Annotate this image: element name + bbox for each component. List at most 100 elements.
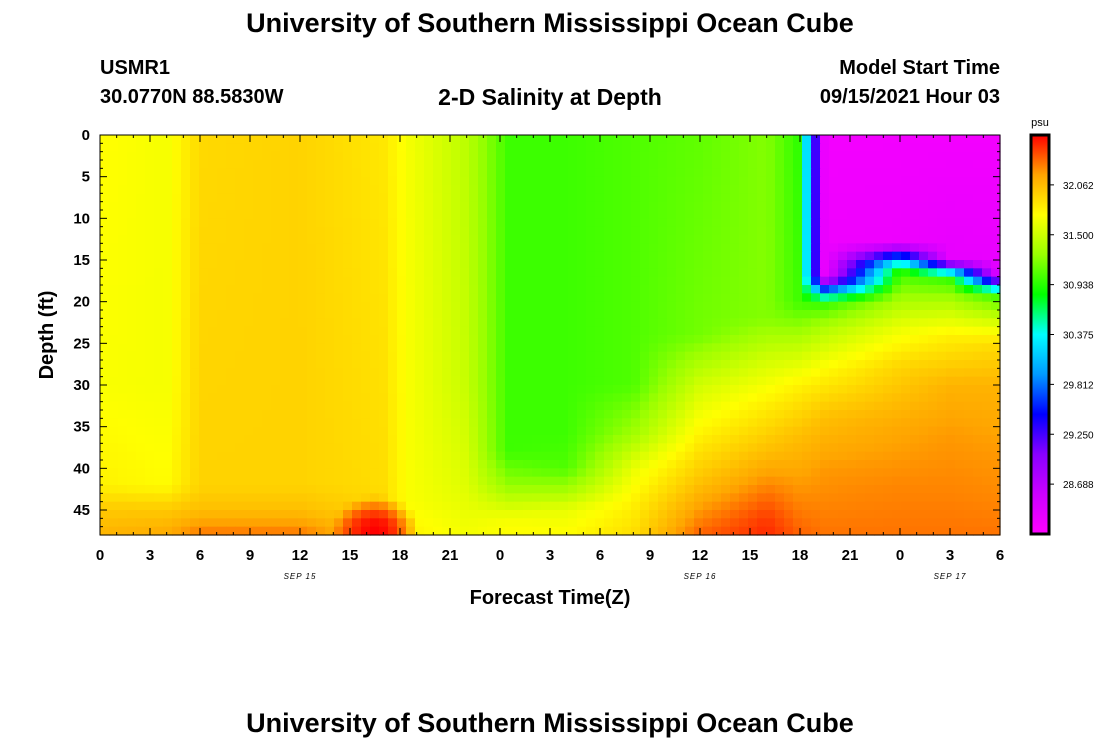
heatmap-cell <box>316 310 326 319</box>
heatmap-cell <box>901 168 911 178</box>
heatmap-cell <box>595 501 605 511</box>
heatmap-cell <box>487 493 497 503</box>
heatmap-cell <box>586 435 596 444</box>
heatmap-cell <box>604 201 614 211</box>
heatmap-cell <box>559 476 569 486</box>
heatmap-cell <box>883 235 893 244</box>
heatmap-cell <box>523 426 533 436</box>
heatmap-cell <box>127 393 137 403</box>
heatmap-cell <box>955 193 965 203</box>
heatmap-cell <box>127 251 137 261</box>
heatmap-cell <box>910 318 920 328</box>
heatmap-cell <box>928 460 938 469</box>
heatmap-cell <box>514 485 524 494</box>
heatmap-cell <box>712 301 722 311</box>
heatmap-cell <box>622 501 632 511</box>
heatmap-cell <box>928 401 938 411</box>
heatmap-cell <box>964 335 974 344</box>
heatmap-cell <box>730 501 740 511</box>
heatmap-cell <box>172 368 182 378</box>
heatmap-cell <box>649 510 659 519</box>
heatmap-cell <box>595 193 605 203</box>
heatmap-cell <box>856 176 866 186</box>
heatmap-cell <box>352 218 362 228</box>
heatmap-cell <box>694 135 704 144</box>
heatmap-cell <box>964 435 974 444</box>
heatmap-cell <box>712 293 722 303</box>
heatmap-cell <box>199 468 209 478</box>
heatmap-cell <box>955 176 965 186</box>
heatmap-cell <box>514 493 524 503</box>
heatmap-cell <box>136 426 146 436</box>
heatmap-cell <box>973 443 983 453</box>
heatmap-cell <box>433 310 443 319</box>
x-tick-label: 18 <box>392 547 409 564</box>
heatmap-cell <box>235 226 245 236</box>
heatmap-cell <box>388 501 398 511</box>
heatmap-cell <box>937 201 947 211</box>
heatmap-cell <box>991 135 1001 144</box>
heatmap-cell <box>928 476 938 486</box>
heatmap-cell <box>667 376 677 386</box>
heatmap-cell <box>919 351 929 361</box>
heatmap-cell <box>451 426 461 436</box>
heatmap-cell <box>163 168 173 178</box>
heatmap-cell <box>595 310 605 319</box>
heatmap-cell <box>577 451 587 461</box>
heatmap-cell <box>964 260 974 269</box>
heatmap-cell <box>415 418 425 428</box>
heatmap-cell <box>739 385 749 394</box>
heatmap-cell <box>793 485 803 494</box>
heatmap-cell <box>883 193 893 203</box>
heatmap-cell <box>343 176 353 186</box>
heatmap-cell <box>478 201 488 211</box>
heatmap-cell <box>289 418 299 428</box>
heatmap-cell <box>883 168 893 178</box>
heatmap-cell <box>352 468 362 478</box>
heatmap-cell <box>730 510 740 519</box>
heatmap-cell <box>451 201 461 211</box>
heatmap-cell <box>199 501 209 511</box>
heatmap-cell <box>343 218 353 228</box>
heatmap-cell <box>496 335 506 344</box>
heatmap-cell <box>262 360 272 369</box>
heatmap-cell <box>757 310 767 319</box>
heatmap-cell <box>271 251 281 261</box>
heatmap-cell <box>388 360 398 369</box>
heatmap-cell <box>856 376 866 386</box>
heatmap-cell <box>865 176 875 186</box>
heatmap-cell <box>253 260 263 269</box>
heatmap-cell <box>307 143 317 153</box>
heatmap-cell <box>559 451 569 461</box>
heatmap-cell <box>145 243 155 253</box>
heatmap-cell <box>964 168 974 178</box>
heatmap-cell <box>883 185 893 194</box>
heatmap-cell <box>208 151 218 161</box>
heatmap-cell <box>685 193 695 203</box>
heatmap-cell <box>838 518 848 528</box>
heatmap-cell <box>685 276 695 286</box>
heatmap-cell <box>514 151 524 161</box>
heatmap-cell <box>289 168 299 178</box>
heatmap-cell <box>892 393 902 403</box>
heatmap-cell <box>955 435 965 444</box>
heatmap-cell <box>118 435 128 444</box>
heatmap-cell <box>370 260 380 269</box>
heatmap-cell <box>703 218 713 228</box>
heatmap-cell <box>559 426 569 436</box>
heatmap-cell <box>316 235 326 244</box>
heatmap-cell <box>253 426 263 436</box>
heatmap-cell <box>892 335 902 344</box>
heatmap-cell <box>298 468 308 478</box>
heatmap-cell <box>712 176 722 186</box>
heatmap-cell <box>865 451 875 461</box>
heatmap-cell <box>613 160 623 169</box>
heatmap-cell <box>271 510 281 519</box>
heatmap-cell <box>505 368 515 378</box>
heatmap-cell <box>397 501 407 511</box>
heatmap-cell <box>694 451 704 461</box>
heatmap-cell <box>838 385 848 394</box>
heatmap-cell <box>559 385 569 394</box>
heatmap-cell <box>397 451 407 461</box>
heatmap-cell <box>937 260 947 269</box>
